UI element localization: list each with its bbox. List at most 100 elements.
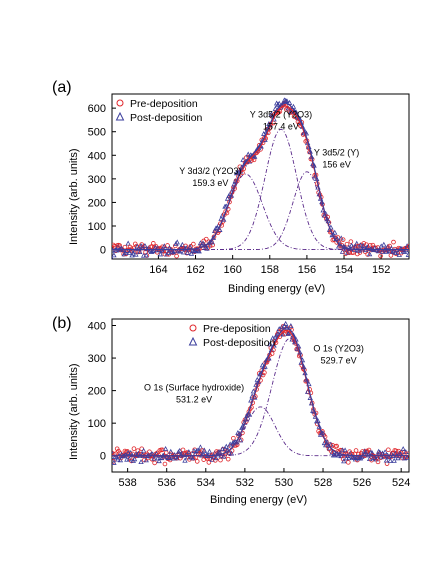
y-tick-label: 200: [88, 197, 106, 209]
peak-annotation-line: 157.4 eV: [263, 122, 299, 132]
y-tick-label: 0: [100, 451, 106, 463]
peak-annotation-line: Y 3d5/2 (Y): [314, 147, 359, 157]
peak-annotation: O 1s (Y2O3) 529.7 eV: [313, 344, 364, 366]
x-tick-label: 160: [223, 264, 241, 276]
post-deposition-point: [187, 451, 193, 457]
pre-deposition-point: [191, 241, 196, 247]
post-deposition-point: [150, 248, 156, 254]
post-deposition-point: [177, 248, 183, 254]
x-tick-label: 532: [236, 477, 254, 489]
post-deposition-point: [171, 248, 178, 254]
post-deposition-point: [117, 457, 124, 463]
post-deposition-point: [354, 455, 360, 461]
post-deposition-point: [357, 242, 364, 248]
post-deposition-point: [283, 320, 289, 326]
pre-deposition-point: [370, 242, 376, 248]
post-deposition-point: [125, 240, 131, 246]
post-deposition-point: [382, 449, 388, 455]
x-tick-label: 530: [275, 477, 293, 489]
y-tick-label: 400: [88, 321, 106, 333]
pre-deposition-point: [348, 239, 354, 244]
post-deposition-point: [170, 249, 177, 255]
peak-annotation-line: O 1s (Y2O3): [313, 344, 364, 354]
post-deposition-point: [143, 252, 149, 258]
post-deposition-point: [151, 455, 157, 461]
post-deposition-point: [121, 251, 127, 257]
pre-deposition-point: [163, 450, 169, 456]
post-deposition-point: [386, 454, 392, 460]
post-deposition-point: [391, 457, 397, 463]
pre-deposition-point: [218, 457, 223, 463]
legend-marker-triangle: [188, 336, 198, 346]
plot-area: [112, 97, 409, 259]
panel-a-frame: [111, 93, 410, 260]
pre-deposition-point: [384, 461, 390, 466]
panel-a-x-ticks: 164 162 160 158 156 154 152: [149, 255, 390, 276]
post-deposition-point: [267, 341, 273, 347]
post-deposition-point: [365, 243, 371, 249]
pre-deposition-point: [112, 245, 115, 250]
panel-b-legend: Pre-deposition Post-deposition: [188, 323, 276, 349]
pre-deposition-point: [334, 443, 339, 449]
legend-label: Post-deposition: [203, 337, 276, 349]
legend-marker-circle: [189, 324, 197, 332]
pre-deposition-point: [375, 459, 381, 465]
post-deposition-point: [112, 256, 114, 259]
post-deposition-point: [209, 239, 215, 245]
pre-deposition-point: [151, 241, 156, 246]
post-deposition-point: [223, 443, 229, 449]
post-deposition-point: [201, 447, 207, 453]
post-deposition-point: [209, 456, 215, 462]
fit-component-curve: [112, 406, 409, 457]
post-deposition-point: [134, 452, 140, 457]
post-deposition-point: [174, 239, 180, 245]
panel-b-annotations: O 1s (Y2O3) 529.7 eV O 1s (Surface hydroxi…: [144, 344, 364, 405]
fit-component-curve: [112, 171, 409, 251]
panel-b-data: [112, 320, 409, 467]
x-tick-label: 152: [372, 264, 390, 276]
panel-a-annotations: Y 3d5/2 (Y2O3) 157.4 eV Y 3d3/2 (Y2O3) 159.…: [179, 110, 359, 189]
post-deposition-point: [335, 243, 342, 249]
pre-deposition-point: [378, 253, 383, 259]
x-tick-label: 526: [353, 477, 371, 489]
y-tick-label: 200: [88, 386, 106, 398]
post-deposition-point: [219, 212, 226, 218]
x-tick-label: 528: [314, 477, 332, 489]
post-deposition-point: [180, 249, 187, 255]
post-deposition-point: [186, 449, 192, 455]
post-deposition-point: [128, 247, 134, 253]
post-deposition-point: [125, 449, 131, 455]
x-tick-label: 156: [298, 264, 316, 276]
pre-deposition-point: [249, 158, 254, 163]
pre-deposition-point: [340, 237, 346, 242]
post-deposition-point: [245, 151, 251, 157]
post-deposition-point: [388, 245, 395, 251]
post-deposition-point: [129, 452, 135, 458]
post-deposition-point: [190, 455, 196, 461]
legend-label: Post-deposition: [130, 112, 203, 124]
post-deposition-point: [381, 241, 387, 247]
post-deposition-point: [335, 452, 342, 458]
pre-deposition-point: [231, 435, 236, 441]
post-deposition-point: [359, 453, 365, 459]
fit-envelope-curve: [112, 327, 409, 457]
post-deposition-point: [231, 439, 237, 445]
fit-envelope-curve: [112, 105, 409, 251]
panel-a-legend: Pre-deposition Post-deposition: [115, 98, 203, 124]
post-deposition-point: [332, 229, 338, 235]
peak-annotation: Y 3d3/2 (Y2O3) 159.3 eV: [179, 166, 241, 188]
x-tick-label: 154: [335, 264, 353, 276]
post-deposition-point: [250, 388, 257, 394]
panel-b-label: (b): [52, 315, 72, 332]
post-deposition-point: [280, 331, 286, 337]
post-deposition-point: [179, 241, 186, 247]
post-deposition-point: [137, 249, 143, 255]
post-deposition-point: [115, 456, 121, 462]
post-deposition-point: [213, 225, 219, 231]
y-tick-label: 400: [88, 150, 106, 162]
post-deposition-point: [339, 248, 346, 254]
peak-annotation-line: O 1s (Surface hydroxide): [144, 383, 244, 393]
